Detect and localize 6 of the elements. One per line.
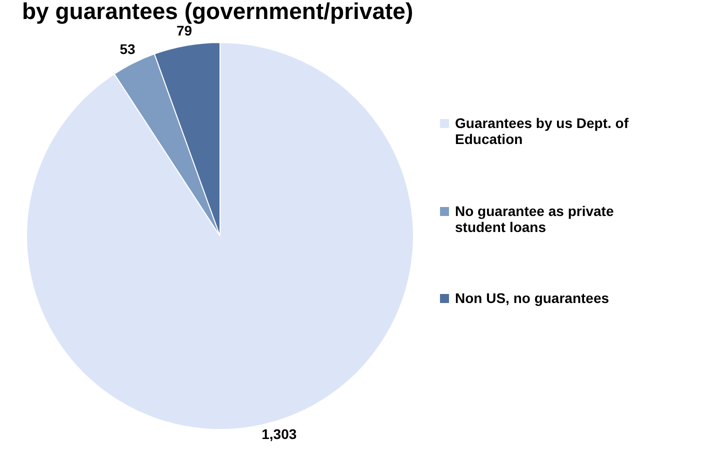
data-label: 53 (120, 41, 136, 58)
legend-label: No guarantee as private student loans (455, 203, 615, 235)
chart-title: by guarantees (government/private) (22, 0, 414, 25)
data-label: 1,303 (262, 426, 297, 442)
legend-label: Guarantees by us Dept. of Education (455, 115, 630, 147)
legend-label: Non US, no guarantees (455, 290, 610, 306)
